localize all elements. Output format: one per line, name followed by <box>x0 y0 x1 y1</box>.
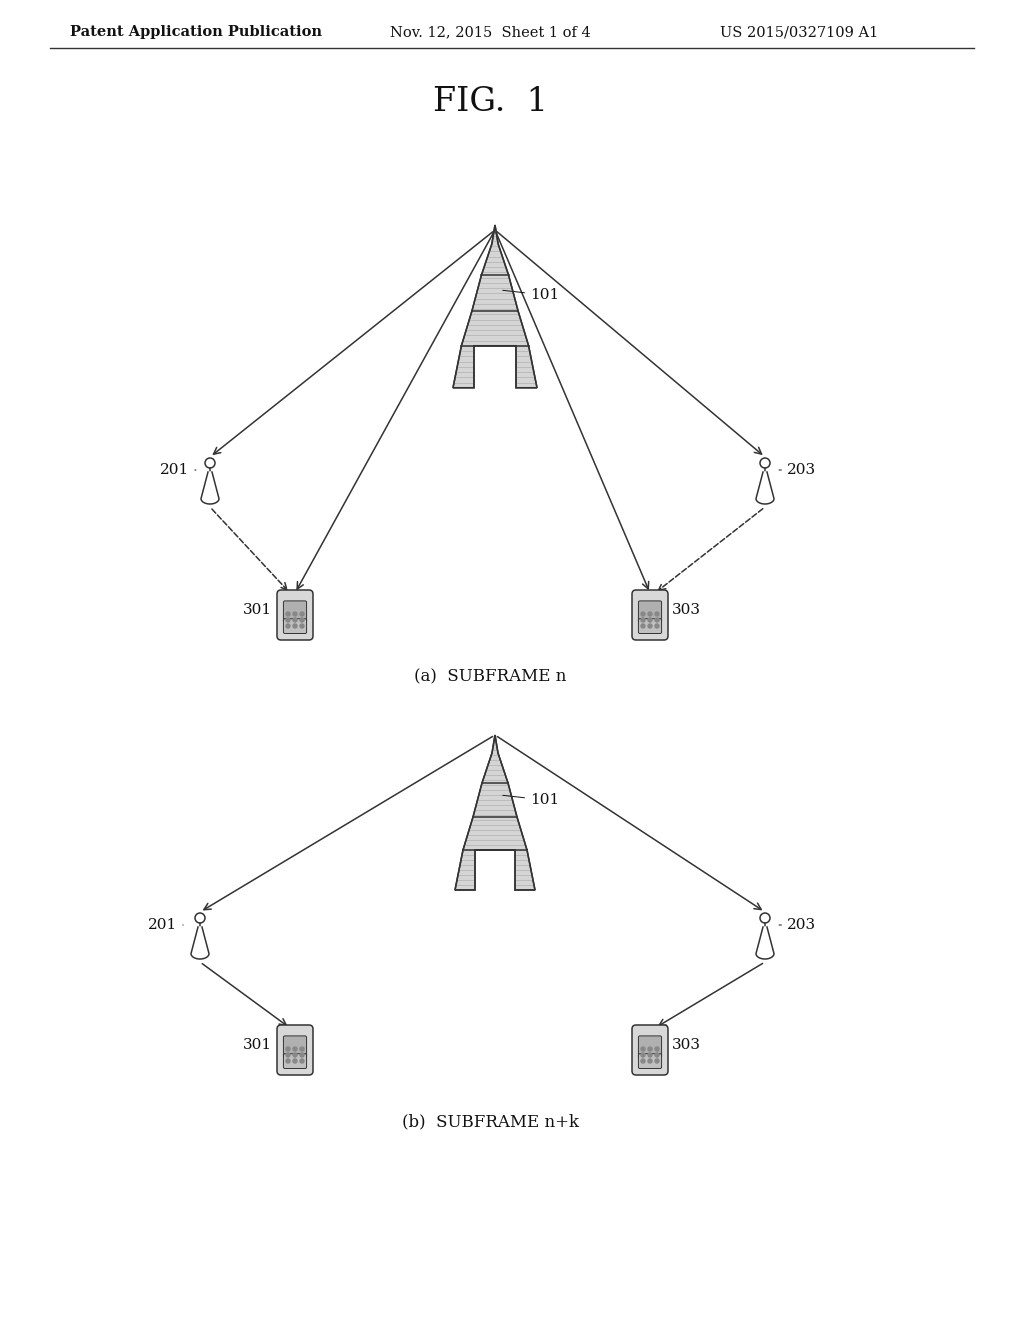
Circle shape <box>648 1053 652 1057</box>
Text: Nov. 12, 2015  Sheet 1 of 4: Nov. 12, 2015 Sheet 1 of 4 <box>390 25 591 40</box>
Circle shape <box>760 458 770 469</box>
FancyBboxPatch shape <box>632 1026 668 1074</box>
Text: 201: 201 <box>160 463 196 477</box>
Text: 101: 101 <box>503 288 559 302</box>
FancyBboxPatch shape <box>638 619 662 634</box>
Circle shape <box>300 618 304 622</box>
FancyBboxPatch shape <box>284 619 306 634</box>
FancyBboxPatch shape <box>284 601 306 623</box>
Text: 301: 301 <box>243 603 279 616</box>
Circle shape <box>655 1053 659 1057</box>
Circle shape <box>655 612 659 616</box>
Text: FIG.  1: FIG. 1 <box>432 86 548 117</box>
Text: 203: 203 <box>779 463 816 477</box>
FancyBboxPatch shape <box>638 1053 662 1068</box>
Circle shape <box>300 1047 304 1051</box>
Circle shape <box>300 1059 304 1063</box>
Circle shape <box>648 624 652 628</box>
Circle shape <box>641 612 645 616</box>
Circle shape <box>293 1053 297 1057</box>
Text: 101: 101 <box>503 793 559 807</box>
Circle shape <box>286 1047 290 1051</box>
Circle shape <box>293 612 297 616</box>
Circle shape <box>286 624 290 628</box>
FancyBboxPatch shape <box>638 1036 662 1057</box>
Circle shape <box>300 612 304 616</box>
Circle shape <box>293 618 297 622</box>
FancyBboxPatch shape <box>284 1036 306 1057</box>
Text: 203: 203 <box>779 917 816 932</box>
Circle shape <box>655 624 659 628</box>
Circle shape <box>286 1053 290 1057</box>
Circle shape <box>648 1047 652 1051</box>
Circle shape <box>655 1059 659 1063</box>
Text: 301: 301 <box>243 1038 279 1052</box>
Circle shape <box>655 618 659 622</box>
Circle shape <box>286 1059 290 1063</box>
Polygon shape <box>201 473 219 504</box>
Circle shape <box>205 458 215 469</box>
Circle shape <box>195 913 205 923</box>
Polygon shape <box>191 927 209 960</box>
FancyBboxPatch shape <box>278 590 313 640</box>
Circle shape <box>641 1053 645 1057</box>
Circle shape <box>286 612 290 616</box>
Circle shape <box>641 624 645 628</box>
Circle shape <box>300 624 304 628</box>
Polygon shape <box>756 473 774 504</box>
Circle shape <box>641 618 645 622</box>
Circle shape <box>648 1059 652 1063</box>
Circle shape <box>648 612 652 616</box>
Circle shape <box>286 618 290 622</box>
Circle shape <box>655 1047 659 1051</box>
Circle shape <box>641 1059 645 1063</box>
Text: (b)  SUBFRAME n+k: (b) SUBFRAME n+k <box>401 1114 579 1130</box>
Polygon shape <box>756 927 774 960</box>
Polygon shape <box>453 224 537 388</box>
Circle shape <box>293 1047 297 1051</box>
Text: Patent Application Publication: Patent Application Publication <box>70 25 322 40</box>
Circle shape <box>293 1059 297 1063</box>
Text: (a)  SUBFRAME n: (a) SUBFRAME n <box>414 668 566 685</box>
FancyBboxPatch shape <box>638 601 662 623</box>
Text: 303: 303 <box>664 1038 701 1052</box>
FancyBboxPatch shape <box>632 590 668 640</box>
Polygon shape <box>455 735 535 890</box>
Text: US 2015/0327109 A1: US 2015/0327109 A1 <box>720 25 879 40</box>
Circle shape <box>760 913 770 923</box>
FancyBboxPatch shape <box>284 1053 306 1068</box>
FancyBboxPatch shape <box>278 1026 313 1074</box>
Text: 303: 303 <box>664 603 701 616</box>
Circle shape <box>293 624 297 628</box>
Circle shape <box>300 1053 304 1057</box>
Circle shape <box>641 1047 645 1051</box>
Circle shape <box>648 618 652 622</box>
Text: 201: 201 <box>148 917 183 932</box>
